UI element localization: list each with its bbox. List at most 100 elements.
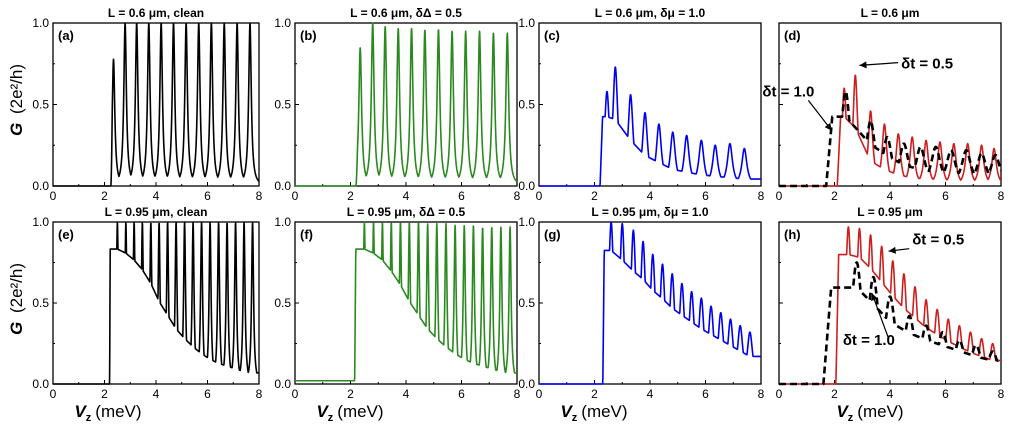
x-axis-symbol: V: [836, 402, 849, 421]
x-tick-label: 8: [998, 189, 1005, 203]
x-tick-label: 8: [256, 189, 263, 203]
panels: 0 2 4 6 80.00.51.0L = 0.6 μm, clean(a)0 2 4 6 80…: [32, 6, 1004, 401]
panel-title: L = 0.95 μm, clean: [105, 205, 208, 219]
x-axis-unit: (meV): [857, 402, 903, 421]
svg-text:G (2e²/h): G (2e²/h): [7, 64, 26, 136]
y-tick-label: 0.5: [518, 296, 535, 310]
panel-f: 0 2 4 6 8 0.0 0.5 1.0 L = 0.95 μm, δΔ = 0.5 (f): [274, 205, 520, 401]
panel-letter: (h): [784, 227, 801, 242]
x-axis-sub: z: [328, 412, 334, 424]
x-axis-sub: z: [572, 412, 578, 424]
x-tick-label: 4: [403, 387, 410, 401]
x-axis-title-d: Vz (meV): [836, 402, 903, 424]
svg-text:G (2e²/h): G (2e²/h): [7, 263, 26, 335]
x-tick-label: 6: [204, 387, 211, 401]
panel-c: 0 2 4 6 8 0.0 0.5 1.0 L = 0.6 μm, δμ = 1.0 (c): [518, 6, 764, 203]
x-tick-label: 2: [831, 387, 838, 401]
x-tick-label: 6: [458, 189, 465, 203]
panel-title: L = 0.6 μm, clean: [108, 6, 204, 20]
panel-title: L = 0.6 μm, δΔ = 0.5: [350, 6, 462, 20]
x-tick-label: 8: [758, 189, 765, 203]
panel-g: 0 2 4 6 8 0.0 0.5 1.0 L = 0.95 μm, δμ = 1.0 (g): [518, 205, 764, 401]
x-tick-label: 4: [153, 189, 160, 203]
x-axis-symbol: V: [316, 402, 329, 421]
panel-letter: (f): [300, 227, 313, 242]
x-axis-sub: z: [848, 412, 854, 424]
y-axis-unit: (2e²/h): [7, 64, 26, 114]
y-tick-label: 1.0: [274, 215, 291, 229]
panel-d: 0 2 4 6 8 L = 0.6 μm (d) δt = 0.5 δt = 1.0: [762, 6, 1004, 203]
x-axis-unit: (meV): [337, 402, 383, 421]
panel-title: L = 0.6 μm, δμ = 1.0: [595, 6, 706, 20]
x-tick-label: 0: [292, 189, 299, 203]
panel-letter: (d): [784, 28, 801, 43]
y-axis-title-bottom: G (2e²/h): [7, 263, 26, 335]
annotation-arrowhead: [824, 122, 832, 131]
x-tick-label: 4: [887, 387, 894, 401]
panel-title: L = 0.95 μm, δΔ = 0.5: [347, 205, 466, 219]
panel-letter: (a): [58, 28, 74, 43]
y-tick-label: 0.0: [274, 377, 291, 391]
x-tick-label: 2: [591, 387, 598, 401]
x-axis-symbol: V: [560, 402, 573, 421]
x-tick-label: 4: [153, 387, 160, 401]
x-tick-label: 0: [536, 387, 543, 401]
x-tick-label: 8: [758, 387, 765, 401]
y-axis-unit: (2e²/h): [7, 263, 26, 313]
x-tick-label: 8: [256, 387, 263, 401]
panel-letter: (b): [300, 28, 317, 43]
y-tick-label: 1.0: [32, 16, 49, 30]
x-tick-label: 4: [647, 189, 654, 203]
x-axis-unit: (meV): [95, 402, 141, 421]
panel-title: L = 0.6 μm: [861, 6, 920, 20]
y-tick-label: 0.0: [518, 377, 535, 391]
panel-title: L = 0.95 μm: [857, 205, 923, 219]
x-tick-label: 4: [887, 189, 894, 203]
x-tick-label: 6: [942, 189, 949, 203]
y-tick-label: 0.5: [32, 98, 49, 112]
series-line-clean: [52, 221, 260, 385]
y-tick-label: 0.5: [32, 296, 49, 310]
annotation-label: δt = 0.5: [912, 232, 964, 249]
x-tick-label: 8: [998, 387, 1005, 401]
x-tick-label: 2: [347, 387, 354, 401]
annotation-label: δt = 0.5: [901, 56, 953, 73]
y-tick-label: 0.0: [274, 179, 291, 193]
x-tick-label: 2: [591, 189, 598, 203]
annotation-label: δt = 1.0: [762, 83, 814, 100]
x-tick-label: 6: [702, 387, 709, 401]
panel-e: 0 2 4 6 8 0.0 0.5 1.0 L = 0.95 μm, clean (e): [32, 205, 262, 401]
y-axis-symbol: G: [7, 123, 26, 136]
y-tick-label: 1.0: [518, 16, 535, 30]
series-line-0-5: [294, 22, 518, 187]
x-tick-label: 6: [204, 189, 211, 203]
x-tick-label: 0: [536, 189, 543, 203]
x-tick-label: 4: [403, 189, 410, 203]
panel-a: 0 2 4 6 8 0.0 0.5 1.0 L = 0.6 μm, clean (a): [32, 6, 262, 203]
x-axis-sub: z: [86, 412, 92, 424]
x-tick-label: 2: [101, 189, 108, 203]
y-tick-label: 1.0: [274, 16, 291, 30]
series-line-1-0: [538, 66, 762, 187]
y-tick-label: 1.0: [518, 215, 535, 229]
x-tick-label: 6: [942, 387, 949, 401]
panel-title: L = 0.95 μm, δμ = 1.0: [591, 205, 708, 219]
x-tick-label: 8: [514, 387, 521, 401]
series-line-t-1-0: [777, 90, 1003, 188]
x-axis-unit: (meV): [581, 402, 627, 421]
panel-letter: (g): [544, 227, 561, 242]
annotation-arrow: [871, 293, 890, 340]
x-axis-title-a: Vz (meV): [74, 402, 141, 424]
y-axis-symbol: G: [7, 322, 26, 335]
y-tick-label: 0.5: [518, 98, 535, 112]
x-axis-titles: Vz (meV) Vz (meV) Vz (meV) Vz (meV): [74, 402, 903, 424]
panel-b: 0 2 4 6 8 0.0 0.5 1.0 L = 0.6 μm, δΔ = 0.5 (b): [274, 6, 520, 203]
x-tick-label: 0: [292, 387, 299, 401]
x-tick-label: 6: [458, 387, 465, 401]
x-tick-label: 6: [702, 189, 709, 203]
series-line-1-0: [538, 221, 762, 385]
panel-letter: (c): [544, 28, 560, 43]
panel-letter: (e): [58, 227, 74, 242]
annotation-arrowhead: [871, 293, 878, 302]
